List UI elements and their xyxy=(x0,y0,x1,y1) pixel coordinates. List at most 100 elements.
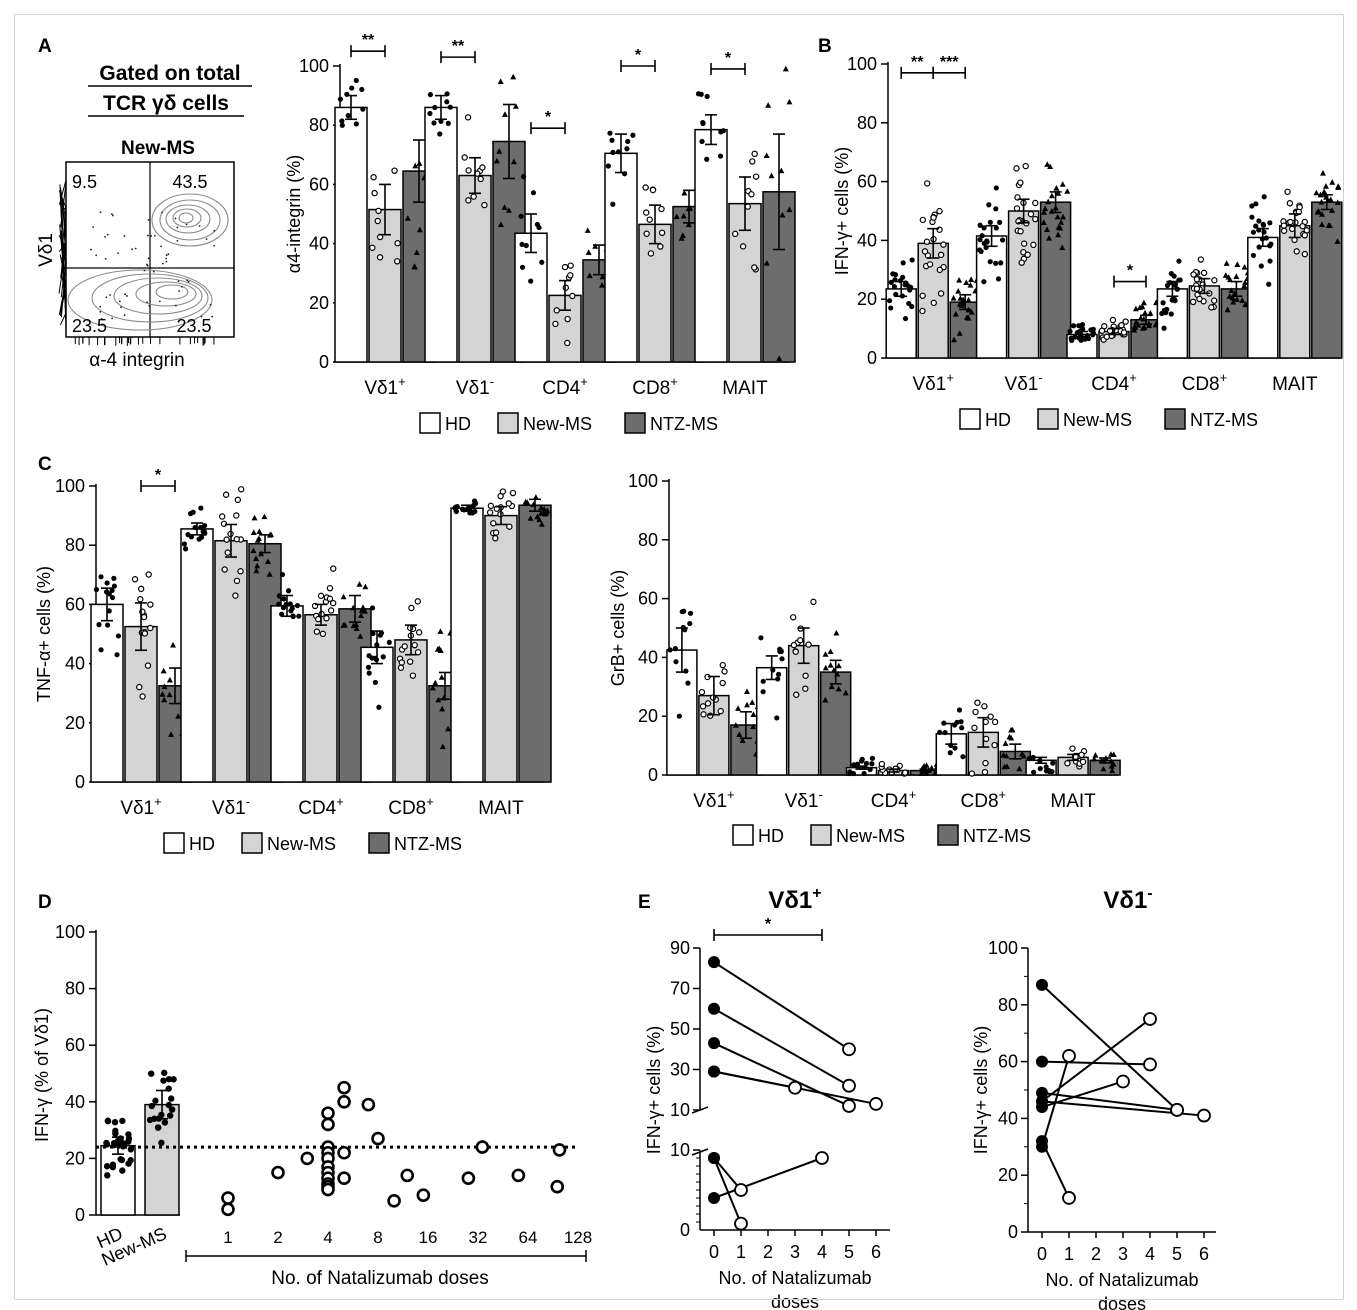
data-point xyxy=(400,1168,415,1183)
data-point-after xyxy=(1062,1049,1076,1063)
data-point xyxy=(965,315,972,321)
data-point xyxy=(438,674,445,680)
event-dot xyxy=(165,260,168,263)
data-point xyxy=(1223,260,1230,266)
data-point xyxy=(802,685,809,692)
y-tick-label: 80 xyxy=(65,979,85,999)
contour xyxy=(113,277,203,315)
event-dot xyxy=(99,305,102,308)
event-dot xyxy=(105,296,108,299)
x-tick-label: 6 xyxy=(871,1242,881,1262)
data-point xyxy=(1027,210,1035,218)
legend-label: HD xyxy=(445,414,471,434)
data-point xyxy=(999,237,1006,243)
data-point xyxy=(1318,211,1325,217)
event-dot xyxy=(146,263,148,266)
panel-label-E: E xyxy=(638,892,651,913)
event-dot xyxy=(147,257,150,260)
data-point xyxy=(1050,760,1056,766)
data-point xyxy=(778,648,784,655)
data-point xyxy=(763,260,770,266)
x-tick-label: CD8+ xyxy=(632,374,678,399)
data-point xyxy=(642,184,649,191)
event-dot xyxy=(111,213,113,216)
data-point xyxy=(1314,209,1321,215)
data-point xyxy=(109,587,115,593)
x-tick-label: 4 xyxy=(323,1228,332,1247)
data-point xyxy=(981,279,987,285)
tick-label-base: CD8 xyxy=(961,791,999,812)
legend: HD New-MS NTZ-MS xyxy=(732,824,1031,846)
y-tick-label: 60 xyxy=(857,172,877,192)
data-point xyxy=(398,659,406,666)
data-point xyxy=(982,735,990,743)
flow-plot: Gated on total TCR γδ cells New-MS 9.5 43.5 2… xyxy=(36,62,252,371)
data-point xyxy=(412,162,419,169)
x-axis-label: No. of Natalizumab doses xyxy=(271,1268,489,1289)
data-point xyxy=(371,1131,385,1146)
significance-label: *** xyxy=(940,54,959,71)
data-point xyxy=(98,574,104,580)
event-dot xyxy=(181,285,183,288)
data-point xyxy=(1100,765,1107,772)
data-point xyxy=(1002,740,1009,746)
data-point xyxy=(1176,258,1182,264)
tick-label-base: MAIT xyxy=(478,798,524,819)
data-point xyxy=(147,624,154,632)
data-point xyxy=(1069,745,1076,752)
data-point xyxy=(782,65,789,72)
tick-label-base: MAIT xyxy=(1050,791,1096,812)
data-point xyxy=(539,259,545,265)
data-point xyxy=(1091,755,1098,762)
data-point xyxy=(103,1163,111,1170)
data-point xyxy=(1161,307,1167,313)
y-tick-label: 60 xyxy=(65,1035,85,1055)
data-point xyxy=(779,656,785,662)
data-point xyxy=(154,1124,162,1131)
data-point xyxy=(161,696,168,703)
legend-label: NTZ-MS xyxy=(650,414,718,434)
data-point xyxy=(1249,203,1255,209)
data-point xyxy=(499,488,507,495)
data-point xyxy=(114,652,120,658)
data-point xyxy=(998,260,1004,266)
pair-line xyxy=(713,1157,742,1191)
data-point xyxy=(125,1160,132,1167)
data-point xyxy=(148,1070,155,1077)
data-point xyxy=(1109,767,1116,774)
y-tick-label: 90 xyxy=(670,938,690,958)
legend-label: HD xyxy=(985,410,1011,430)
data-point xyxy=(492,535,499,542)
data-point xyxy=(104,1172,111,1179)
data-point xyxy=(890,271,896,277)
y-tick-label: 80 xyxy=(65,535,85,555)
data-point xyxy=(1258,263,1264,269)
data-point xyxy=(592,243,599,249)
data-point xyxy=(965,296,972,303)
data-point xyxy=(858,758,865,764)
x-tick-label: 32 xyxy=(469,1228,488,1247)
data-point xyxy=(993,185,999,191)
data-point xyxy=(765,102,772,108)
data-point xyxy=(561,263,569,271)
data-point xyxy=(170,1076,177,1083)
data-point xyxy=(1263,235,1269,241)
data-point xyxy=(144,662,152,669)
data-point xyxy=(704,156,710,162)
bar xyxy=(90,603,124,783)
data-point xyxy=(255,535,262,542)
data-point xyxy=(851,762,857,768)
data-point xyxy=(486,509,494,516)
data-point xyxy=(1266,281,1272,287)
y-tick-label: 40 xyxy=(65,1092,85,1112)
y-axis-label: IFN-γ+ cells (%) xyxy=(971,1026,991,1155)
data-point xyxy=(869,761,875,767)
contour xyxy=(178,212,194,224)
data-point xyxy=(1020,240,1028,247)
data-point xyxy=(1135,321,1142,328)
tick-label-base: MAIT xyxy=(1272,374,1318,395)
data-point xyxy=(739,243,747,250)
data-point xyxy=(900,274,906,280)
data-point xyxy=(148,1102,155,1110)
data-point-before xyxy=(1036,1055,1048,1068)
